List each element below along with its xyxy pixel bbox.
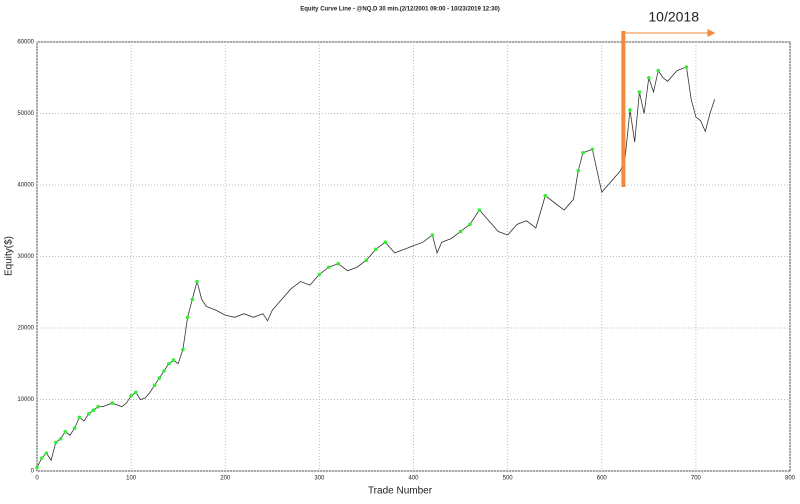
new-high-marker (628, 108, 632, 112)
new-high-marker (647, 75, 651, 80)
new-high-marker (171, 358, 176, 362)
y-tick-label: 10000 (17, 397, 34, 403)
new-high-marker (58, 437, 63, 441)
new-high-marker (134, 390, 138, 395)
x-tick-label: 0 (35, 476, 39, 482)
new-high-marker (317, 272, 322, 277)
new-high-marker (162, 369, 166, 373)
plot-frame (36, 41, 791, 472)
new-high-marker (477, 208, 482, 212)
new-high-marker (374, 247, 378, 252)
new-high-marker (166, 361, 171, 366)
new-high-marker (44, 451, 49, 455)
new-high-marker (86, 412, 91, 416)
new-high-marker (91, 408, 96, 413)
x-tick-label: 100 (126, 476, 137, 482)
y-tick-label: 20000 (17, 326, 34, 332)
chart-title: Equity Curve Line - @NQ.D 30 min.(2/12/2… (300, 7, 500, 13)
x-axis-label: Trade Number (368, 486, 433, 497)
new-high-marker (195, 279, 199, 284)
x-tick-label: 300 (314, 476, 325, 482)
new-high-marker (468, 222, 472, 227)
new-high-marker (39, 456, 44, 460)
new-high-marker (590, 147, 595, 152)
y-tick-label: 40000 (17, 183, 34, 189)
new-high-marker (190, 297, 195, 302)
new-high-marker (35, 465, 39, 470)
x-tick-label: 800 (785, 476, 796, 482)
y-tick-label: 60000 (17, 40, 34, 46)
new-high-marker (181, 347, 185, 352)
new-high-marker (157, 376, 162, 380)
new-high-marker (63, 429, 68, 434)
new-high-marker (543, 193, 548, 198)
annotation-arrowhead (707, 29, 716, 37)
new-high-marker (72, 426, 77, 430)
new-high-marker (185, 315, 190, 320)
y-tick-label: 30000 (17, 254, 34, 260)
new-high-marker (581, 151, 585, 155)
annotation-label: 10/2018 (648, 9, 699, 25)
new-high-marker (364, 258, 369, 262)
y-tick-label: 50000 (17, 111, 34, 117)
new-high-marker (326, 265, 331, 270)
new-high-marker (129, 394, 133, 398)
y-tick-label: 0 (31, 469, 35, 475)
x-tick-label: 200 (220, 476, 231, 482)
new-high-marker (110, 401, 115, 405)
new-high-marker (383, 240, 388, 244)
x-tick-label: 700 (691, 476, 702, 482)
x-tick-label: 600 (597, 476, 608, 482)
new-high-marker (576, 168, 581, 173)
new-high-marker (430, 233, 435, 237)
new-high-marker (656, 68, 661, 73)
new-high-marker (152, 383, 157, 388)
new-high-marker (77, 415, 82, 420)
x-tick-label: 400 (408, 476, 419, 482)
new-high-marker (637, 90, 642, 94)
new-high-marker (96, 404, 100, 409)
new-high-marker (54, 440, 58, 445)
new-high-marker (458, 229, 463, 234)
equity-line (36, 66, 716, 468)
y-axis-label: Equity($) (4, 236, 15, 276)
x-tick-label: 500 (503, 476, 514, 482)
new-high-marker (684, 65, 689, 69)
new-high-marker (336, 261, 341, 266)
